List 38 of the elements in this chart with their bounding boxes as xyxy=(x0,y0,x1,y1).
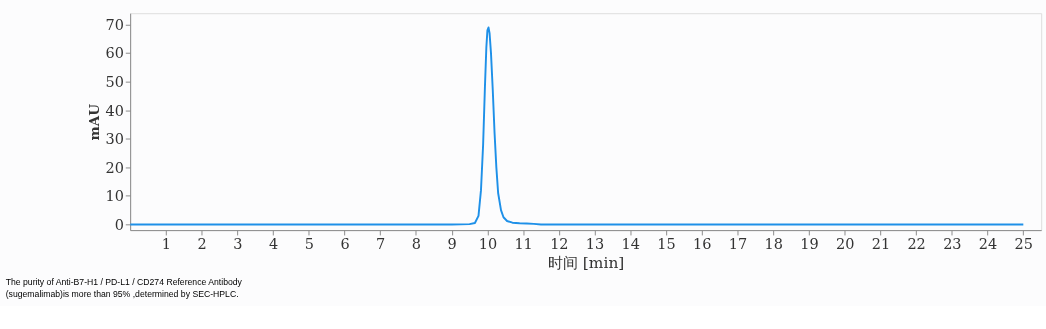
x-tick-label: 4 xyxy=(268,235,279,252)
y-tick-label: 40 xyxy=(105,102,124,119)
x-tick-label: 10 xyxy=(478,235,498,252)
x-tick-label: 3 xyxy=(233,235,243,252)
x-tick-label: 7 xyxy=(376,235,386,252)
x-tick-label: 25 xyxy=(1014,235,1033,252)
y-tick-label: 60 xyxy=(105,45,124,62)
x-tick-label: 16 xyxy=(693,235,712,252)
x-tick-label: 19 xyxy=(800,235,819,252)
line-series xyxy=(130,26,1025,226)
x-tick-label: 14 xyxy=(621,235,641,252)
y-tick-label: 50 xyxy=(105,74,124,91)
x-tick-label: 5 xyxy=(304,235,314,252)
x-tick-label: 18 xyxy=(764,235,783,252)
y-tick-label: 10 xyxy=(105,188,124,205)
text: The purity of Anti-B7-H1 / PD-L1 / CD274 Reference Antibody xyxy=(5,277,243,288)
x-tick-label: 20 xyxy=(835,235,855,252)
x-tick-label: 13 xyxy=(585,235,605,252)
x-tick-label: 23 xyxy=(943,235,962,252)
x-tick-label: 1 xyxy=(161,235,171,252)
x-tick-label: 15 xyxy=(657,235,676,252)
x-tick-label: 2 xyxy=(197,235,207,252)
y-tick-label: 70 xyxy=(105,16,124,33)
x-tick-label: 6 xyxy=(340,235,350,252)
x-tick-label: 21 xyxy=(871,235,891,252)
x-tick-label: 22 xyxy=(907,235,926,252)
x-tick-label: 9 xyxy=(447,235,457,252)
x-tick-label: 8 xyxy=(411,235,422,252)
text: (sugemalimab)is more than 95% ,determined by SEC-HPLC. xyxy=(5,288,239,299)
y-tick-label: 0 xyxy=(114,216,124,233)
x-tick-label: 24 xyxy=(978,235,998,252)
x-tick-label: 17 xyxy=(728,235,748,252)
x-axis-title: 时间 [min] xyxy=(547,254,625,273)
y-tick-label: 30 xyxy=(105,131,124,148)
y-axis-title: mAU xyxy=(85,103,102,141)
x-tick-label: 11 xyxy=(514,235,533,252)
x-tick-label: 12 xyxy=(550,235,569,252)
y-tick-label: 20 xyxy=(105,159,124,176)
